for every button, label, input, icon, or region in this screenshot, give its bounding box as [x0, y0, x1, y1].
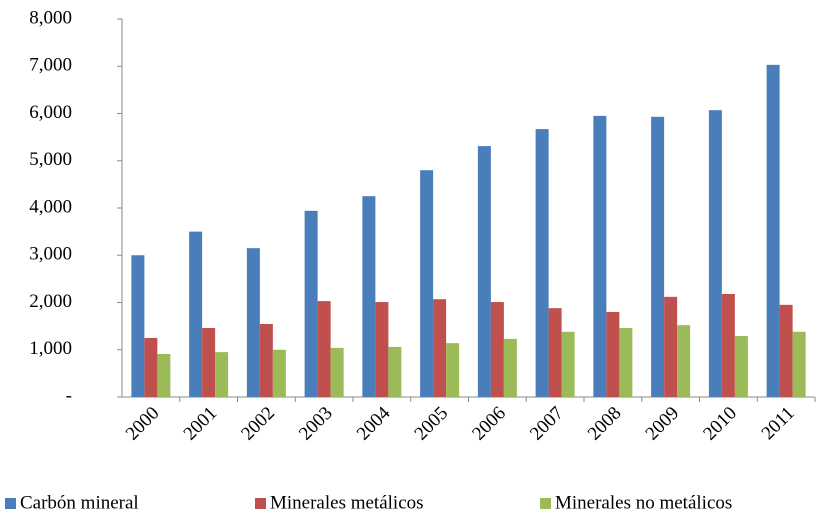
- y-tick-label: 3,000: [29, 244, 72, 265]
- bar: [779, 304, 793, 397]
- x-tick-label: 2007: [526, 403, 568, 445]
- bar: [304, 210, 318, 397]
- y-tick-label: -: [66, 385, 72, 406]
- bar: [272, 349, 286, 397]
- x-tick-label: 2008: [584, 403, 626, 445]
- legend-label: Minerales metálicos: [270, 492, 424, 513]
- x-tick-label: 2006: [468, 403, 510, 445]
- legend-swatch: [5, 498, 16, 509]
- bar: [446, 343, 460, 397]
- x-tick-label: 2011: [758, 403, 799, 444]
- x-tick-label: 2010: [699, 403, 741, 445]
- bar: [362, 196, 376, 397]
- legend-label: Carbón mineral: [20, 492, 139, 513]
- x-tick-label: 2001: [180, 403, 222, 445]
- bar: [259, 323, 273, 397]
- bar: [664, 296, 678, 397]
- bar: [420, 170, 434, 397]
- bar: [375, 302, 389, 397]
- bar: [651, 116, 665, 398]
- y-tick-label: 8,000: [29, 7, 72, 28]
- bar: [490, 302, 504, 397]
- bar: [202, 328, 216, 397]
- bar: [606, 311, 620, 397]
- x-tick-label: 2009: [642, 403, 684, 445]
- x-tick-label: 2000: [122, 403, 164, 445]
- y-tick-label: 2,000: [29, 291, 72, 312]
- x-tick-label: 2002: [237, 403, 279, 445]
- x-tick-label: 2005: [411, 403, 453, 445]
- x-tick-label: 2004: [353, 402, 395, 444]
- bar: [144, 337, 158, 397]
- legend-swatch: [255, 498, 266, 509]
- bar: [189, 231, 203, 397]
- bar: [734, 336, 748, 397]
- y-tick-label: 1,000: [29, 338, 72, 359]
- bar: [433, 299, 447, 397]
- bar: [330, 347, 344, 397]
- x-tick-label: 2003: [295, 403, 337, 445]
- bar: [215, 352, 229, 397]
- bar: [317, 301, 331, 397]
- bar: [708, 110, 722, 397]
- bar: [388, 346, 402, 397]
- bar: [503, 338, 517, 397]
- bar: [792, 331, 806, 397]
- legend-label: Minerales no metálicos: [555, 492, 732, 513]
- bar: [677, 325, 691, 397]
- y-tick-label: 5,000: [29, 149, 72, 170]
- bar: [477, 146, 491, 397]
- bar: [593, 115, 607, 398]
- bar: [766, 64, 780, 398]
- bar: [535, 129, 549, 397]
- y-tick-label: 6,000: [29, 102, 72, 123]
- bar: [561, 331, 575, 397]
- legend-swatch: [540, 498, 551, 509]
- y-tick-label: 7,000: [29, 55, 72, 76]
- bar: [721, 293, 735, 397]
- bar: [131, 255, 145, 397]
- bar: [157, 354, 171, 397]
- bar: [246, 248, 260, 397]
- bar: [548, 308, 562, 397]
- y-tick-label: 4,000: [29, 196, 72, 217]
- bar: [619, 328, 633, 397]
